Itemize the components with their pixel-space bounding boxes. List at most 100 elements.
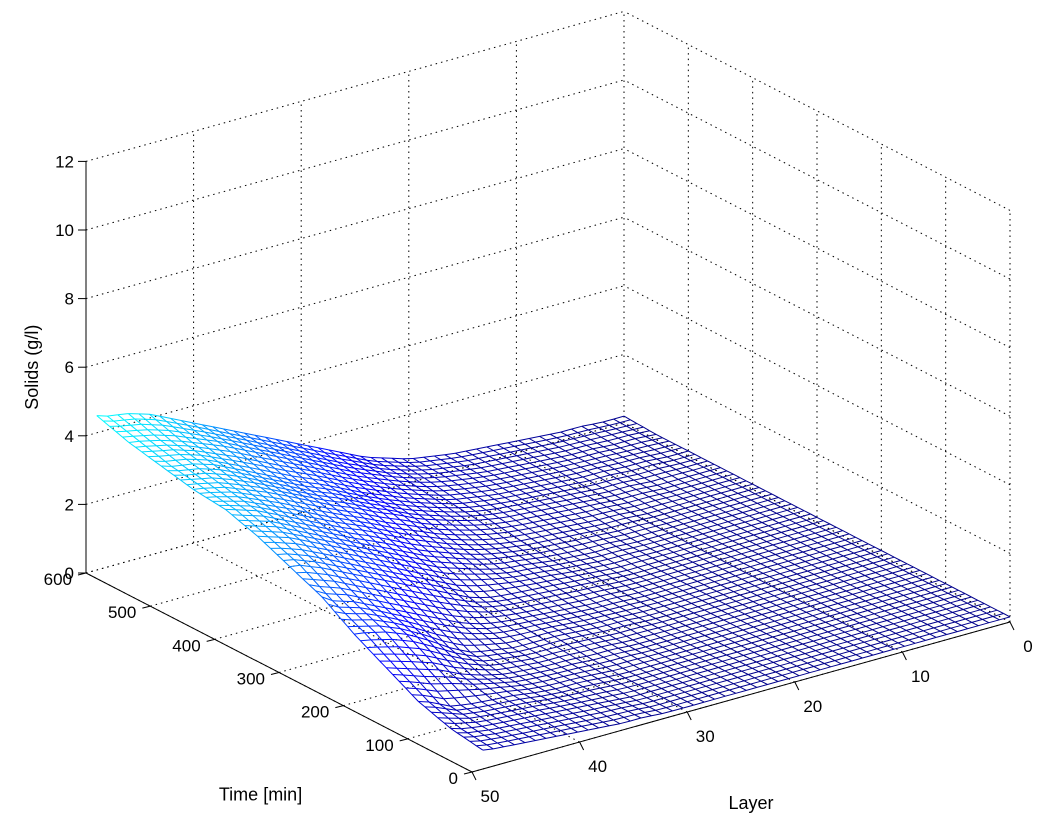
mesh-segment	[858, 571, 866, 576]
mesh-segment	[379, 559, 387, 567]
mesh-segment	[493, 657, 505, 661]
mesh-segment	[695, 593, 707, 598]
mesh-segment	[623, 625, 631, 631]
mesh-segment	[534, 479, 545, 483]
mesh-segment	[457, 484, 465, 490]
mesh-segment	[772, 541, 784, 546]
mesh-segment	[823, 520, 831, 525]
mesh-segment	[785, 525, 793, 530]
mesh-segment	[546, 675, 554, 680]
mesh-segment	[792, 551, 804, 556]
mesh-segment	[413, 675, 425, 677]
mesh-segment	[630, 626, 642, 631]
mesh-segment	[421, 633, 433, 638]
mesh-segment	[659, 700, 671, 705]
mesh-segment	[597, 583, 609, 587]
mesh-segment	[664, 446, 672, 451]
mesh-segment	[580, 464, 592, 468]
mesh-segment	[880, 642, 888, 647]
mesh-segment	[558, 444, 570, 448]
mesh-segment	[636, 699, 643, 705]
mesh-segment	[475, 509, 487, 512]
mesh-segment	[648, 706, 656, 711]
mesh-segment	[854, 578, 862, 583]
mesh-segment	[884, 610, 892, 615]
mesh-segment	[512, 576, 520, 582]
mesh-segment	[643, 633, 655, 638]
mesh-segment	[623, 714, 635, 718]
mesh-segment	[662, 554, 670, 559]
mesh-segment	[587, 588, 595, 593]
mesh-segment	[609, 723, 620, 727]
mesh-segment	[690, 549, 702, 554]
mesh-segment	[712, 594, 724, 599]
mesh-segment	[644, 502, 652, 508]
mesh-segment	[658, 532, 669, 537]
mesh-segment	[934, 586, 942, 591]
mesh-segment	[544, 454, 551, 460]
mesh-segment	[580, 584, 588, 590]
mesh-segment	[625, 607, 637, 611]
mesh-segment	[438, 551, 446, 558]
mesh-segment	[380, 584, 392, 588]
mesh-segment	[634, 714, 642, 719]
mesh-segment	[724, 552, 732, 558]
mesh-segment	[575, 511, 586, 515]
mesh-segment	[450, 539, 458, 545]
mesh-segment	[560, 703, 571, 707]
mesh-segment	[503, 656, 515, 659]
mesh-segment	[826, 552, 837, 557]
mesh-segment	[537, 448, 549, 452]
mesh-segment	[570, 491, 582, 495]
mesh-segment	[400, 628, 412, 632]
mesh-segment	[574, 671, 585, 675]
mesh-segment	[907, 614, 915, 619]
mesh-segment	[810, 602, 822, 607]
mesh-segment	[845, 587, 857, 592]
mesh-segment	[526, 544, 534, 550]
mesh-segment	[625, 585, 633, 590]
mesh-segment	[583, 527, 591, 533]
mesh-segment	[730, 553, 742, 558]
mesh-segment	[720, 559, 727, 564]
mesh-segment	[545, 439, 553, 445]
mesh-segment	[772, 544, 780, 549]
mesh-segment	[574, 488, 582, 493]
mesh-segment	[598, 516, 610, 521]
mesh-segment	[674, 507, 686, 512]
mesh-segment	[544, 597, 552, 602]
mesh-segment	[503, 445, 515, 449]
mesh-segment	[671, 685, 679, 690]
mesh-segment	[502, 697, 510, 702]
mesh-segment	[909, 569, 921, 574]
mesh-segment	[720, 489, 732, 494]
mesh-segment	[499, 663, 507, 669]
mesh-segment	[903, 592, 915, 596]
mesh-segment	[632, 613, 640, 619]
mesh-segment	[621, 495, 633, 500]
mesh-segment	[656, 640, 668, 645]
mesh-segment	[528, 438, 536, 443]
mesh-segment	[702, 650, 710, 656]
mesh-segment	[386, 509, 394, 515]
mesh-segment	[761, 493, 773, 498]
mesh-segment	[551, 573, 562, 576]
mesh-segment	[571, 635, 583, 639]
mesh-segment	[476, 585, 485, 592]
mesh-segment	[738, 515, 750, 520]
mesh-segment	[497, 442, 509, 446]
mesh-segment	[479, 714, 491, 718]
mesh-segment	[620, 657, 628, 663]
mesh-segment	[786, 573, 798, 578]
mesh-segment	[735, 597, 747, 602]
mesh-segment	[571, 663, 579, 669]
mesh-segment	[633, 664, 641, 670]
mesh-segment	[692, 561, 700, 566]
mesh-segment	[828, 656, 836, 662]
mesh-segment	[811, 656, 819, 661]
mesh-segment	[737, 559, 744, 564]
mesh-segment	[774, 617, 786, 622]
mesh-segment	[558, 509, 569, 513]
mesh-segment	[565, 539, 576, 543]
mesh-segment	[519, 487, 531, 491]
